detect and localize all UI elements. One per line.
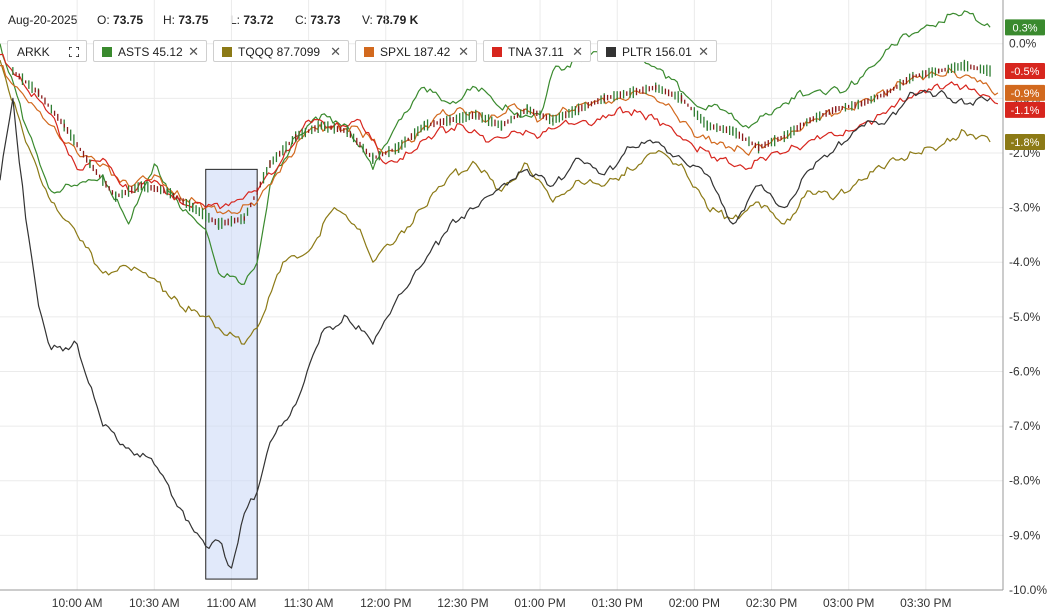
legend-chip-tqqq[interactable]: TQQQ 87.7099 ✕ [213, 40, 349, 62]
y-tick-label: -8.0% [1009, 474, 1041, 488]
legend-chip-label: SPXL 187.42 [380, 45, 451, 59]
x-tick-label: 02:00 PM [669, 596, 720, 609]
y-tick-label: 0.0% [1009, 37, 1037, 51]
x-tick-label: 10:00 AM [52, 596, 103, 609]
x-tick-label: 03:30 PM [900, 596, 951, 609]
y-tick-label: -10.0% [1009, 583, 1047, 597]
x-tick-label: 10:30 AM [129, 596, 180, 609]
price-badge-label: -0.9% [1011, 88, 1040, 100]
price-badge-label: -1.8% [1011, 137, 1040, 149]
close-icon[interactable]: ✕ [698, 44, 709, 59]
ohlc-date: Aug-20-2025 [8, 13, 78, 27]
legend-chip-label: ASTS 45.12 [118, 45, 183, 59]
ohlc-header: Aug-20-2025 O: 73.75 H: 73.75 L: 73.72 C… [0, 0, 1052, 40]
y-tick-label: -7.0% [1009, 419, 1041, 433]
price-badge [1005, 19, 1045, 36]
x-tick-label: 12:00 PM [360, 596, 411, 609]
series-line-tqqq [0, 59, 991, 345]
ohlc-close: C: 73.73 [295, 13, 341, 27]
ohlc-volume: V: 78.79 K [362, 13, 419, 27]
legend-chip-asts[interactable]: ASTS 45.12 ✕ [93, 40, 207, 62]
price-badge-label: -0.5% [1011, 66, 1040, 78]
legend-swatch [222, 47, 232, 57]
fullscreen-icon[interactable] [69, 47, 79, 57]
y-tick-label: -5.0% [1009, 310, 1041, 324]
x-tick-label: 01:00 PM [514, 596, 565, 609]
series-line-spxl [0, 65, 999, 215]
legend-chip-label: PLTR 156.01 [622, 45, 692, 59]
close-icon[interactable]: ✕ [572, 44, 583, 59]
ohlc-open: O: 73.75 [97, 13, 144, 27]
close-icon[interactable]: ✕ [188, 44, 199, 59]
legend-chip-pltr[interactable]: PLTR 156.01 ✕ [597, 40, 717, 62]
legend-main-ticker-label: ARKK [17, 45, 50, 59]
ohlc-high: H: 73.75 [163, 13, 209, 27]
highlight-box [205, 168, 258, 580]
y-tick-label: -6.0% [1009, 364, 1041, 378]
price-badge [1005, 63, 1045, 80]
series-line-pltr [0, 89, 991, 569]
price-badge [1005, 101, 1045, 118]
legend-swatch [492, 47, 502, 57]
x-tick-label: 12:30 PM [437, 596, 488, 609]
series-line-asts [0, 10, 991, 285]
legend-swatch [102, 47, 112, 57]
x-tick-label: 03:00 PM [823, 596, 874, 609]
legend-chip-tna[interactable]: TNA 37.11 ✕ [483, 40, 591, 62]
y-tick-label: -3.0% [1009, 201, 1041, 215]
price-badge-label: 0.3% [1012, 22, 1037, 34]
price-badge [1005, 84, 1045, 101]
x-tick-label: 02:30 PM [746, 596, 797, 609]
price-badge-label: -1.1% [1011, 105, 1040, 117]
legend-chip-label: TQQQ 87.7099 [238, 45, 321, 59]
legend-swatch [606, 47, 616, 57]
close-icon[interactable]: ✕ [458, 44, 469, 59]
x-tick-label: 11:00 AM [207, 596, 257, 609]
ohlc-low: L: 73.72 [230, 13, 274, 27]
series-line-tna [0, 53, 999, 210]
price-badge [1005, 134, 1045, 151]
legend-chip-label: TNA 37.11 [508, 45, 564, 59]
close-icon[interactable]: ✕ [330, 44, 341, 59]
legend-swatch [364, 47, 374, 57]
x-tick-label: 01:30 PM [592, 596, 643, 609]
legend-main-ticker[interactable]: ARKK [7, 40, 87, 62]
y-tick-label: -4.0% [1009, 255, 1041, 269]
y-tick-label: -9.0% [1009, 528, 1041, 542]
legend-chip-spxl[interactable]: SPXL 187.42 ✕ [355, 40, 477, 62]
x-tick-label: 11:30 AM [284, 596, 334, 609]
